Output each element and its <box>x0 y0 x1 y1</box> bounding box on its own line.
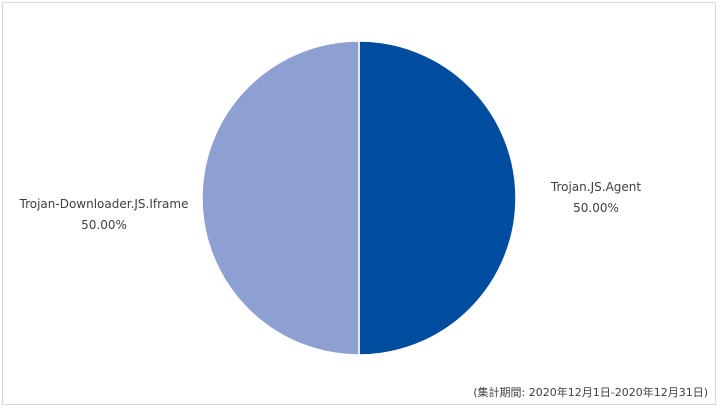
pie-slice-trojan-downloader-js-iframe <box>201 40 360 356</box>
slice-label-trojan-downloader-js-iframe-name: Trojan-Downloader.JS.Iframe <box>19 197 189 211</box>
slice-label-trojan-js-agent-name: Trojan.JS.Agent <box>550 180 641 194</box>
slice-label-trojan-js-agent-value: 50.00% <box>573 201 619 215</box>
pie-slices <box>201 40 517 356</box>
pie-slice-trojan-js-agent <box>358 40 517 356</box>
aggregation-period-note: (集計期間: 2020年12月1日-2020年12月31日) <box>473 385 708 399</box>
slice-label-trojan-downloader-js-iframe-value: 50.00% <box>81 218 127 232</box>
